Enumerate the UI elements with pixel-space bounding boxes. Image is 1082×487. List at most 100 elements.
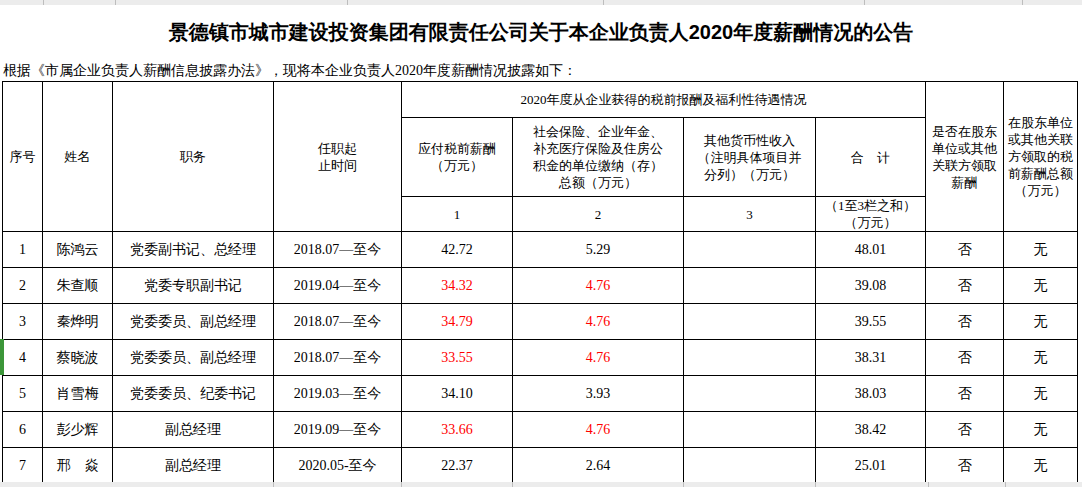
cell-name: 秦烨明	[43, 304, 113, 340]
cell-insurance: 5.29	[513, 232, 684, 268]
grid-separator	[928, 482, 929, 487]
cell-other-income	[684, 376, 816, 412]
cell-other-income	[684, 340, 816, 376]
cell-salary: 22.37	[402, 448, 513, 484]
cell-index: 7	[3, 448, 43, 484]
cell-index: 6	[3, 412, 43, 448]
selected-row-marker	[0, 339, 4, 375]
col-header-salary: 应付税前薪酬 （万元）	[402, 118, 513, 197]
cell-tenure: 2018.07—至今	[274, 232, 402, 268]
col-header-tenure: 任职起 止时间	[274, 82, 402, 232]
table-row: 2 朱查顺 党委专职副书记 2019.04—至今 34.32 4.76 39.0…	[3, 268, 1078, 304]
cell-insurance: 2.64	[513, 448, 684, 484]
cell-tenure: 2018.07—至今	[274, 304, 402, 340]
table-row: 1 陈鸿云 党委副书记、总经理 2018.07—至今 42.72 5.29 48…	[3, 232, 1078, 268]
cell-position: 党委委员、副总经理	[113, 340, 274, 376]
cell-tenure: 2019.04—至今	[274, 268, 402, 304]
table-row: 4 蔡晓波 党委委员、副总经理 2018.07—至今 33.55 4.76 38…	[3, 340, 1078, 376]
cell-position: 党委专职副书记	[113, 268, 274, 304]
cell-shareholder-pay: 否	[926, 304, 1004, 340]
cell-shareholder-amount: 无	[1004, 268, 1078, 304]
cell-insurance: 4.76	[513, 412, 684, 448]
cell-total: 39.08	[816, 268, 926, 304]
col-header-other-income: 其他货币性收入 （注明具体项目并 分列）（万元）	[684, 118, 816, 197]
cell-tenure: 2018.07—至今	[274, 340, 402, 376]
col-header-total-note: （1至3栏之和） （万元）	[816, 197, 926, 232]
page-subtitle: 根据《市属企业负责人薪酬信息披露办法》，现将本企业负责人2020年度薪酬情况披露…	[3, 62, 577, 80]
cell-insurance: 4.76	[513, 304, 684, 340]
cell-salary: 34.32	[402, 268, 513, 304]
cell-total: 39.55	[816, 304, 926, 340]
cell-index: 3	[3, 304, 43, 340]
salary-table: 序号 姓名 职务 任职起 止时间 2020年度从企业获得的税前报酬及福利性待遇情…	[2, 81, 1078, 484]
cell-position: 副总经理	[113, 448, 274, 484]
cell-other-income	[684, 412, 816, 448]
cell-position: 副总经理	[113, 412, 274, 448]
cell-name: 邢 焱	[43, 448, 113, 484]
table-row: 6 彭少辉 副总经理 2019.09—至今 33.66 4.76 38.42 否…	[3, 412, 1078, 448]
cell-other-income	[684, 268, 816, 304]
cell-name: 朱查顺	[43, 268, 113, 304]
cell-total: 38.42	[816, 412, 926, 448]
sheet-edge-strip-bottom	[0, 482, 1082, 487]
cell-shareholder-pay: 否	[926, 268, 1004, 304]
cell-shareholder-amount: 无	[1004, 340, 1078, 376]
cell-shareholder-pay: 否	[926, 376, 1004, 412]
cell-salary: 34.79	[402, 304, 513, 340]
cell-shareholder-pay: 否	[926, 340, 1004, 376]
col-number-3: 3	[684, 197, 816, 232]
table-row: 3 秦烨明 党委委员、副总经理 2018.07—至今 34.79 4.76 39…	[3, 304, 1078, 340]
cell-index: 4	[3, 340, 43, 376]
cell-total: 48.01	[816, 232, 926, 268]
cell-index: 1	[3, 232, 43, 268]
cell-total: 38.31	[816, 340, 926, 376]
col-number-2: 2	[513, 197, 684, 232]
cell-salary: 34.10	[402, 376, 513, 412]
grid-separator	[273, 482, 274, 487]
cell-shareholder-amount: 无	[1004, 448, 1078, 484]
cell-tenure: 2019.09—至今	[274, 412, 402, 448]
cell-other-income	[684, 232, 816, 268]
cell-name: 陈鸿云	[43, 232, 113, 268]
cell-salary: 42.72	[402, 232, 513, 268]
cell-index: 2	[3, 268, 43, 304]
cell-shareholder-amount: 无	[1004, 376, 1078, 412]
cell-total: 38.03	[816, 376, 926, 412]
col-header-shareholder-amount: 在股东单位 或其他关联 方领取的税 前薪酬总额 （万元）	[1004, 82, 1078, 232]
grid-separator	[815, 482, 816, 487]
cell-insurance: 4.76	[513, 268, 684, 304]
cell-total: 25.01	[816, 448, 926, 484]
grid-separator	[1005, 482, 1006, 487]
col-header-total: 合 计	[816, 118, 926, 197]
grid-separator	[401, 482, 402, 487]
cell-name: 肖雪梅	[43, 376, 113, 412]
cell-position: 党委副书记、总经理	[113, 232, 274, 268]
cell-position: 党委委员、纪委书记	[113, 376, 274, 412]
cell-shareholder-pay: 否	[926, 232, 1004, 268]
cell-insurance: 4.76	[513, 340, 684, 376]
cell-salary: 33.66	[402, 412, 513, 448]
cell-shareholder-pay: 否	[926, 412, 1004, 448]
cell-insurance: 3.93	[513, 376, 684, 412]
col-header-group: 2020年度从企业获得的税前报酬及福利性待遇情况	[402, 82, 926, 118]
col-header-insurance: 社会保险、企业年金、 补充医疗保险及住房公 积金的单位缴纳（存） 总额（万元）	[513, 118, 684, 197]
cell-name: 彭少辉	[43, 412, 113, 448]
cell-shareholder-pay: 否	[926, 448, 1004, 484]
col-header-position: 职务	[113, 82, 274, 232]
table-row: 7 邢 焱 副总经理 2020.05-至今 22.37 2.64 25.01 否…	[3, 448, 1078, 484]
col-header-name: 姓名	[43, 82, 113, 232]
grid-separator	[512, 482, 513, 487]
cell-name: 蔡晓波	[43, 340, 113, 376]
table-row: 5 肖雪梅 党委委员、纪委书记 2019.03—至今 34.10 3.93 38…	[3, 376, 1078, 412]
cell-shareholder-amount: 无	[1004, 304, 1078, 340]
cell-other-income	[684, 304, 816, 340]
col-header-index: 序号	[3, 82, 43, 232]
cell-tenure: 2020.05-至今	[274, 448, 402, 484]
col-number-1: 1	[402, 197, 513, 232]
cell-shareholder-amount: 无	[1004, 232, 1078, 268]
page-title: 景德镇市城市建设投资集团有限责任公司关于本企业负责人2020年度薪酬情况的公告	[0, 5, 1082, 60]
cell-salary: 33.55	[402, 340, 513, 376]
cell-other-income	[684, 448, 816, 484]
col-header-shareholder-pay: 是否在股东 单位或其他 关联方领取 薪酬	[926, 82, 1004, 232]
cell-index: 5	[3, 376, 43, 412]
